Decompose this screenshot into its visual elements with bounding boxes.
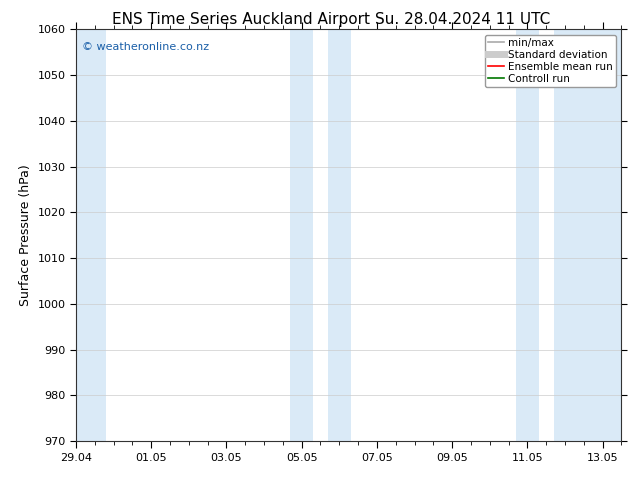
Bar	[516, 29, 539, 441]
Legend: min/max, Standard deviation, Ensemble mean run, Controll run: min/max, Standard deviation, Ensemble me…	[485, 35, 616, 87]
Bar	[76, 29, 106, 441]
Y-axis label: Surface Pressure (hPa): Surface Pressure (hPa)	[19, 164, 32, 306]
Text: ENS Time Series Auckland Airport: ENS Time Series Auckland Airport	[112, 12, 370, 27]
Text: Su. 28.04.2024 11 UTC: Su. 28.04.2024 11 UTC	[375, 12, 550, 27]
Bar	[553, 29, 621, 441]
Bar	[290, 29, 313, 441]
Text: © weatheronline.co.nz: © weatheronline.co.nz	[82, 42, 209, 52]
Bar	[328, 29, 351, 441]
